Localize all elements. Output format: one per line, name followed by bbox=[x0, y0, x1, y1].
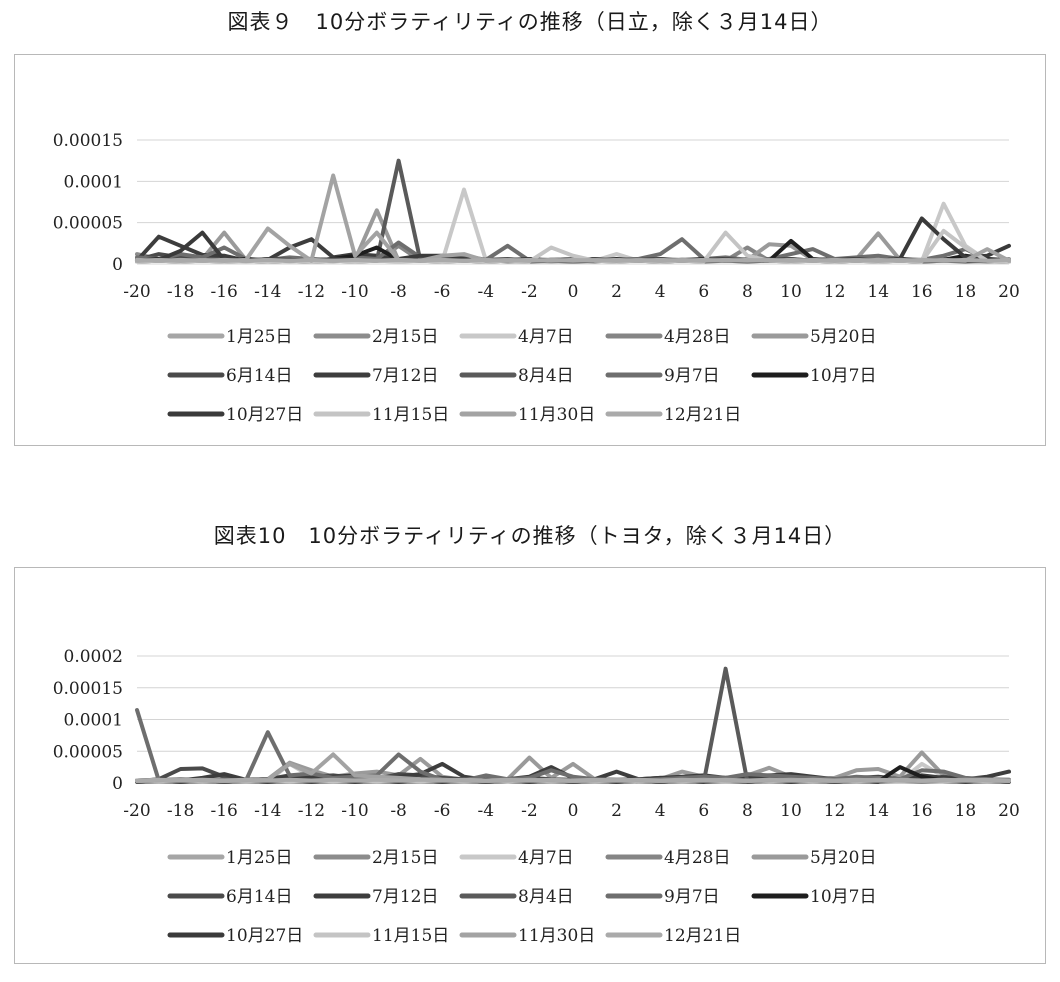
y-tick-label: 0.00015 bbox=[53, 679, 123, 699]
legend-label: 5月20日 bbox=[810, 848, 876, 868]
x-tick-label: 2 bbox=[611, 282, 622, 302]
series-line bbox=[135, 187, 1011, 264]
x-tick-label: 16 bbox=[911, 282, 933, 302]
x-tick-label: 14 bbox=[867, 801, 889, 821]
legend-label: 9月7日 bbox=[664, 366, 720, 386]
x-tick-label: 4 bbox=[655, 282, 666, 302]
x-tick-label: 8 bbox=[742, 801, 753, 821]
legend-label: 5月20日 bbox=[810, 327, 876, 347]
x-tick-label: -6 bbox=[434, 282, 451, 302]
x-tick-label: -20 bbox=[123, 801, 150, 821]
y-tick-label: 0.00015 bbox=[53, 131, 123, 151]
x-tick-label: -6 bbox=[434, 801, 451, 821]
legend-label: 8月4日 bbox=[518, 366, 574, 386]
legend-label: 6月14日 bbox=[226, 887, 292, 907]
x-tick-label: 18 bbox=[955, 801, 977, 821]
legend-label: 8月4日 bbox=[518, 887, 574, 907]
y-tick-label: 0.00005 bbox=[53, 742, 123, 762]
x-tick-label: 16 bbox=[911, 801, 933, 821]
x-tick-label: 12 bbox=[824, 801, 846, 821]
legend-label: 11月15日 bbox=[372, 405, 449, 425]
series-line bbox=[135, 173, 1011, 263]
y-tick-label: 0 bbox=[112, 255, 123, 275]
x-tick-label: 0 bbox=[568, 282, 579, 302]
x-tick-label: 2 bbox=[611, 801, 622, 821]
chart-panel-toyota: 0 0.00005 0.0001 0.00015 0.0002 -20 -18 -16 -14-… bbox=[14, 567, 1046, 964]
legend-label: 12月21日 bbox=[664, 926, 741, 946]
x-tick-label: 4 bbox=[655, 801, 666, 821]
series-line bbox=[135, 708, 1011, 783]
x-tick-label: -12 bbox=[298, 282, 325, 302]
x-tick-label: -8 bbox=[390, 801, 407, 821]
x-tick-label: 10 bbox=[780, 282, 802, 302]
x-tick-label: -4 bbox=[478, 282, 495, 302]
legend-label: 12月21日 bbox=[664, 405, 741, 425]
legend-label: 4月7日 bbox=[518, 848, 574, 868]
x-tick-label: 12 bbox=[824, 282, 846, 302]
legend-label: 4月7日 bbox=[518, 327, 574, 347]
x-tick-label: -20 bbox=[123, 282, 150, 302]
x-tick-label: 6 bbox=[698, 801, 709, 821]
x-tick-label: -16 bbox=[211, 282, 238, 302]
x-tick-label: -2 bbox=[521, 282, 538, 302]
x-tick-label: 18 bbox=[955, 282, 977, 302]
legend-label: 6月14日 bbox=[226, 366, 292, 386]
x-tick-label: -18 bbox=[167, 282, 194, 302]
x-tick-label: -16 bbox=[211, 801, 238, 821]
chart-panel-hitachi: 0 0.00005 0.0001 0.00015 -20 -18 -16 -14 -12 -10-… bbox=[14, 54, 1046, 446]
legend-label: 11月30日 bbox=[518, 405, 595, 425]
y-tick-label: 0 bbox=[112, 774, 123, 794]
legend-label: 9月7日 bbox=[664, 887, 720, 907]
y-tick-label: 0.0001 bbox=[64, 172, 123, 192]
legend-label: 4月28日 bbox=[664, 327, 730, 347]
x-tick-label: -8 bbox=[390, 282, 407, 302]
legend-label: 1月25日 bbox=[226, 327, 292, 347]
series-line bbox=[135, 257, 1011, 263]
y-tick-label: 0.0001 bbox=[64, 711, 123, 731]
legend-label: 10月27日 bbox=[226, 926, 303, 946]
x-tick-label: 10 bbox=[780, 801, 802, 821]
series-line bbox=[135, 208, 1011, 263]
legend-label: 10月7日 bbox=[810, 887, 876, 907]
legend-label: 10月27日 bbox=[226, 405, 303, 425]
x-tick-label: 20 bbox=[998, 801, 1020, 821]
chart-title-toyota: 図表10 10分ボラティリティの推移（トヨタ，除く３月14日） bbox=[213, 524, 847, 548]
x-tick-label: 6 bbox=[698, 282, 709, 302]
x-tick-label: 14 bbox=[867, 282, 889, 302]
legend-label: 11月30日 bbox=[518, 926, 595, 946]
legend-label: 2月15日 bbox=[372, 327, 438, 347]
legend-label: 7月12日 bbox=[372, 887, 438, 907]
x-tick-label: -4 bbox=[478, 801, 495, 821]
legend-label: 7月12日 bbox=[372, 366, 438, 386]
x-tick-label: -2 bbox=[521, 801, 538, 821]
x-tick-label: 8 bbox=[742, 282, 753, 302]
x-tick-label: -10 bbox=[341, 801, 368, 821]
legend-label: 4月28日 bbox=[664, 848, 730, 868]
legend-label: 10月7日 bbox=[810, 366, 876, 386]
y-tick-label: 0.00005 bbox=[53, 214, 123, 234]
x-tick-label: 0 bbox=[568, 801, 579, 821]
x-tick-label: -12 bbox=[298, 801, 325, 821]
x-tick-label: -14 bbox=[254, 282, 281, 302]
chart-title-hitachi: 図表９ 10分ボラティリティの推移（日立，除く３月14日） bbox=[227, 10, 833, 34]
series-line bbox=[135, 777, 1011, 783]
x-tick-label: -10 bbox=[341, 282, 368, 302]
series-line bbox=[135, 158, 1011, 264]
x-tick-label: 20 bbox=[998, 282, 1020, 302]
y-tick-label: 0.0002 bbox=[64, 647, 123, 667]
legend-label: 1月25日 bbox=[226, 848, 292, 868]
x-tick-label: -14 bbox=[254, 801, 281, 821]
legend-label: 11月15日 bbox=[372, 926, 449, 946]
x-tick-label: -18 bbox=[167, 801, 194, 821]
legend-label: 2月15日 bbox=[372, 848, 438, 868]
